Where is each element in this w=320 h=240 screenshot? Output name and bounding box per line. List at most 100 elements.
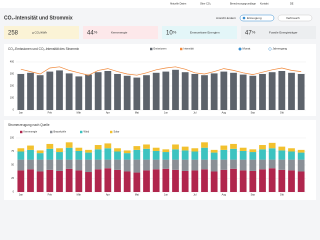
bar	[288, 72, 295, 110]
bar-segment	[104, 143, 112, 149]
bar-segment	[268, 168, 276, 192]
x-tick-label: Jun	[164, 112, 169, 115]
bar-segment	[259, 169, 266, 192]
bar-segment	[123, 171, 131, 192]
bar-segment	[85, 152, 92, 160]
bar-segment	[191, 148, 199, 152]
legend-label: Emissionen	[154, 48, 168, 51]
bar-segment	[288, 151, 295, 160]
bar-segment	[220, 145, 228, 150]
legend-swatch	[80, 130, 83, 134]
nav-item[interactable]: Über CO₂	[200, 3, 211, 6]
x-tick-label: Apr	[106, 194, 110, 197]
bar-segment	[210, 171, 218, 192]
kpi-card	[241, 26, 316, 39]
page-title: CO₂-Intensität und Strommix	[4, 15, 73, 21]
bar	[143, 75, 150, 110]
kpi-label: Kernenergie	[111, 30, 128, 34]
bar-segment	[104, 159, 112, 169]
x-tick-label: Mai	[135, 112, 139, 115]
bar-segment	[230, 168, 237, 192]
bar-segment	[268, 159, 276, 169]
kpi-card	[162, 26, 237, 39]
kpi-unit: %	[94, 30, 98, 35]
dashboard: CO₂-Intensität und Strommix Ansicht ände…	[0, 0, 320, 200]
bar	[191, 74, 199, 110]
kpi-value: 47%	[245, 30, 256, 37]
bar-segment	[152, 159, 160, 170]
y-tick-label: 300	[10, 73, 15, 76]
bar-segment	[27, 145, 34, 150]
bar-segment	[133, 149, 141, 160]
x-tick-label: Okt	[280, 194, 284, 197]
bar-segment	[123, 153, 131, 160]
bar	[278, 71, 286, 110]
legend-toggle[interactable]	[268, 47, 272, 51]
x-tick-label: Jan	[19, 112, 24, 115]
kpi-value: 10%	[166, 30, 177, 37]
button-verbrauch[interactable]	[277, 14, 313, 22]
bar-segment	[46, 143, 54, 149]
bar-segment	[162, 159, 170, 169]
nav-item[interactable]: Kontakt	[260, 3, 269, 6]
button-erzeugung[interactable]	[239, 14, 275, 22]
bar-segment	[239, 147, 247, 151]
bar-segment	[65, 147, 73, 160]
bar	[123, 75, 131, 110]
bar-segment	[133, 159, 141, 173]
bar	[210, 73, 218, 110]
bar-segment	[75, 159, 83, 171]
y-tick-label: 0	[13, 191, 15, 194]
bar-segment	[56, 148, 63, 153]
legend-toggle-label: Jahresgang	[273, 47, 288, 51]
bar-segment	[278, 146, 286, 151]
bar-segment	[46, 159, 54, 170]
legend-label: Intensität	[184, 48, 194, 51]
kpi-label: g CO₂/kWh	[32, 30, 47, 34]
x-tick-label: Mär	[77, 112, 81, 115]
legend-toggle[interactable]	[238, 47, 242, 51]
bar-segment	[152, 169, 160, 192]
bar-segment	[181, 150, 189, 160]
legend-label: Solar	[114, 131, 120, 134]
bar-segment	[17, 151, 25, 160]
top-bar	[0, 0, 320, 8]
bar-segment	[94, 159, 102, 170]
bar-segment	[85, 172, 92, 192]
bar-segment	[249, 170, 257, 192]
bar-segment	[36, 159, 44, 172]
y-tick-label: 100	[10, 97, 15, 100]
bar-segment	[181, 146, 189, 151]
x-tick-label: Mai	[135, 194, 139, 197]
bar	[220, 71, 228, 110]
bar-segment	[133, 172, 141, 192]
bar-segment	[210, 152, 218, 160]
y-tick-label: 25	[11, 177, 14, 180]
bar	[94, 72, 102, 110]
bar-segment	[114, 148, 121, 152]
bar-segment	[75, 170, 83, 192]
nav-item[interactable]: Aktuelle Daten	[170, 3, 187, 6]
bar-segment	[201, 169, 208, 192]
bar-segment	[17, 159, 25, 171]
bar-segment	[114, 151, 121, 160]
bar-segment	[162, 152, 170, 160]
bar-segment	[65, 159, 73, 169]
bar-segment	[210, 159, 218, 172]
bar-segment	[123, 150, 131, 154]
nav-item[interactable]: Berechnungsgrundlage	[230, 3, 256, 6]
bar-segment	[230, 148, 237, 160]
kpi-value: 258	[8, 30, 19, 36]
bar-segment	[201, 142, 208, 148]
bar-segment	[94, 145, 102, 150]
bar-segment	[239, 170, 247, 192]
bar	[114, 74, 121, 110]
bar-segment	[297, 152, 305, 160]
legend-swatch	[110, 130, 113, 134]
bar-segment	[85, 159, 92, 173]
kpi-unit: %	[173, 30, 177, 35]
bar	[201, 75, 208, 110]
nav-item[interactable]: DE	[290, 3, 294, 6]
bar-segment	[191, 151, 199, 160]
bar-segment	[249, 159, 257, 171]
